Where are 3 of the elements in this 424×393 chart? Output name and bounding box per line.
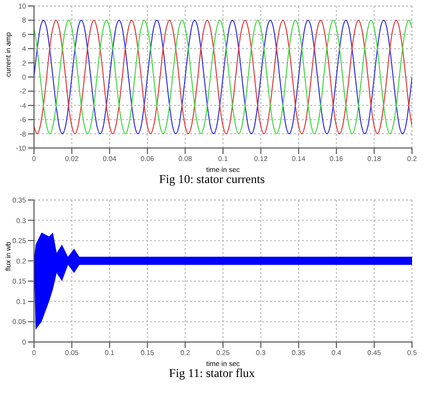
text: Fig 11: stator flux <box>168 366 256 380</box>
text: Fig 10: stator currents <box>158 172 266 186</box>
line-series <box>34 20 412 134</box>
